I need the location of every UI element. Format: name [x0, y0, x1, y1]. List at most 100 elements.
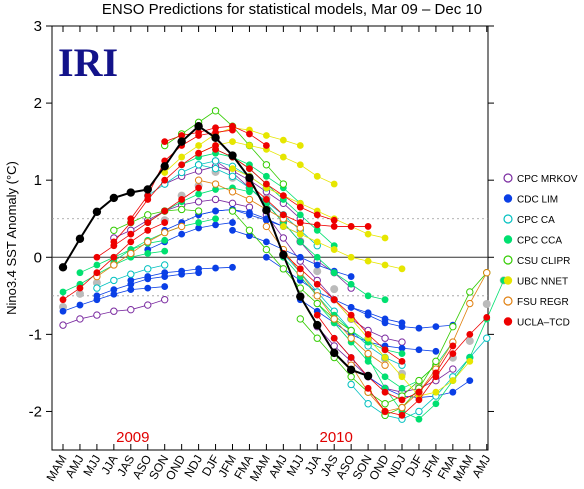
legend-item: CSU CLIPR — [503, 255, 570, 267]
forecast-point — [279, 265, 288, 273]
forecast-point — [398, 373, 406, 381]
forecast-point — [212, 207, 219, 215]
forecast-point — [381, 319, 389, 327]
legend-item: UCLA–TCD — [503, 317, 570, 329]
forecast-point — [347, 273, 355, 280]
forecast-point — [279, 223, 287, 230]
legend-marker — [503, 214, 513, 224]
forecast-point — [364, 330, 372, 338]
forecast-point — [161, 138, 169, 146]
forecast-point — [449, 365, 457, 373]
forecast-point — [246, 130, 253, 138]
forecast-point — [127, 305, 135, 314]
legend-label: FSU REGR — [517, 297, 569, 308]
forecast-point — [398, 338, 406, 346]
forecast-point — [262, 161, 271, 169]
spread-point — [482, 299, 491, 308]
forecast-point — [93, 269, 101, 277]
forecast-point — [279, 153, 287, 161]
forecast-point — [279, 192, 287, 200]
forecast-point — [194, 161, 203, 169]
legend-item: UBC NNET — [503, 276, 568, 288]
chart-title: ENSO Predictions for statistical models,… — [102, 1, 482, 18]
legend-marker — [503, 276, 513, 285]
forecast-point — [432, 347, 440, 355]
forecast-point — [229, 226, 236, 234]
forecast-point — [229, 165, 236, 173]
forecast-point — [432, 388, 440, 396]
forecast-point — [110, 307, 118, 315]
legend-marker — [503, 194, 513, 203]
legend-label: CSU CLIPR — [517, 256, 570, 267]
forecast-point — [211, 164, 220, 173]
forecast-point — [398, 323, 406, 331]
forecast-point — [177, 205, 186, 214]
forecast-point — [296, 211, 304, 219]
forecast-point — [178, 132, 186, 139]
forecast-point — [161, 219, 169, 226]
legend-item: FSU REGR — [503, 296, 569, 308]
forecast-point — [194, 176, 203, 184]
legend-marker — [503, 173, 513, 183]
forecast-point — [398, 265, 406, 273]
forecast-point — [279, 136, 287, 144]
forecast-point — [93, 284, 101, 292]
forecast-point — [161, 236, 169, 244]
forecast-point — [364, 311, 372, 319]
forecast-point — [398, 350, 406, 358]
forecast-point — [296, 219, 304, 226]
forecast-point — [296, 203, 304, 211]
x-tick-label: AMJ — [469, 453, 493, 481]
observed-point — [228, 151, 237, 160]
y-tick-label: 3 — [34, 18, 42, 35]
forecast-point — [195, 128, 203, 136]
forecast-point — [313, 226, 321, 234]
forecast-point — [364, 384, 372, 392]
forecast-point — [228, 172, 237, 181]
forecast-point — [381, 361, 389, 369]
forecast-point — [330, 223, 338, 230]
legend-label: CPC CCA — [517, 236, 562, 247]
observed-point — [75, 234, 85, 243]
forecast-point — [110, 276, 118, 285]
spread-point — [75, 289, 84, 298]
forecast-point — [347, 334, 355, 342]
forecast-point — [93, 253, 101, 261]
forecast-point — [381, 296, 389, 304]
forecast-point — [161, 207, 169, 215]
forecast-point — [144, 273, 152, 280]
observed-point — [363, 371, 373, 381]
forecast-point — [194, 167, 203, 175]
forecast-point — [415, 346, 423, 354]
forecast-point — [228, 207, 237, 215]
forecast-point — [296, 230, 304, 238]
observed-point — [58, 263, 68, 272]
forecast-point — [381, 388, 389, 396]
forecast-point — [229, 138, 236, 146]
forecast-point — [211, 107, 220, 115]
forecast-point — [398, 403, 406, 412]
spread-point — [465, 336, 474, 345]
forecast-point — [415, 407, 423, 416]
forecast-point — [110, 253, 118, 261]
forecast-point — [127, 249, 135, 258]
forecast-point — [195, 142, 203, 149]
forecast-point — [161, 269, 169, 277]
forecast-point — [330, 315, 338, 323]
observed-point — [177, 137, 186, 146]
forecast-point — [364, 292, 372, 300]
forecast-point — [246, 209, 253, 216]
forecast-point — [110, 286, 118, 294]
forecast-point — [93, 311, 101, 319]
forecast-point — [263, 180, 270, 188]
forecast-point — [212, 145, 219, 153]
forecast-point — [296, 238, 304, 246]
forecast-point — [76, 315, 84, 323]
forecast-point — [330, 216, 338, 224]
forecast-point — [330, 269, 338, 277]
forecast-point — [59, 307, 67, 315]
forecast-point — [279, 234, 288, 242]
forecast-point — [330, 246, 338, 253]
forecast-point — [262, 222, 271, 231]
plot-area: -2-10123MAMAMJMJJJJAJASASOSONONDNDJDJFJF… — [29, 18, 508, 484]
